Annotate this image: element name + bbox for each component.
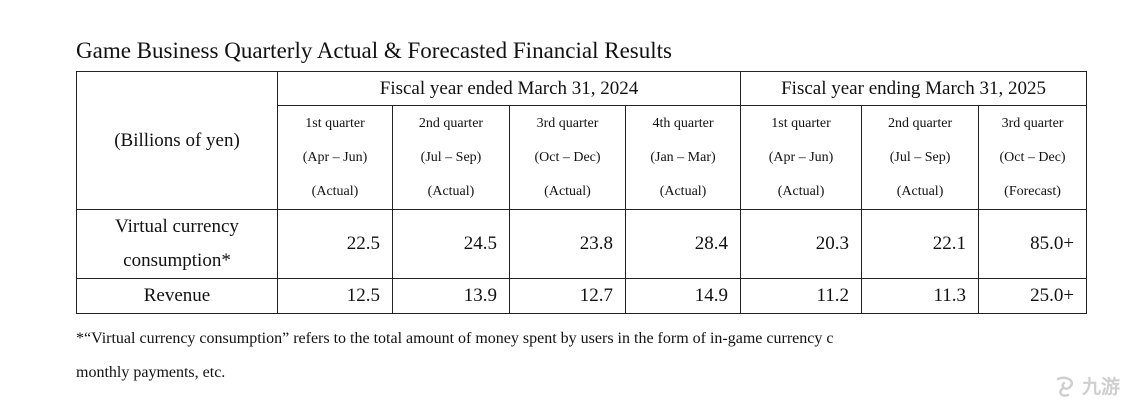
quarter-header: 2nd quarter (Jul – Sep) (Actual) xyxy=(861,105,980,210)
table-cell: 25.0+ xyxy=(978,278,1088,314)
watermark-logo: 九游 xyxy=(1052,372,1120,399)
table-cell: 28.4 xyxy=(624,209,742,279)
quarter-header: 3rd quarter (Oct – Dec) (Actual) xyxy=(509,105,626,210)
quarter-header: 3rd quarter (Oct – Dec) (Forecast) xyxy=(978,105,1088,210)
table-cell: 24.5 xyxy=(392,209,510,279)
table-cell: 23.8 xyxy=(509,209,626,279)
page-title: Game Business Quarterly Actual & Forecas… xyxy=(76,38,672,63)
quarter-header: 2nd quarter (Jul – Sep) (Actual) xyxy=(392,105,510,210)
table-cell: 11.2 xyxy=(740,278,863,314)
table-row: Revenue 12.5 13.9 12.7 14.9 11.2 11.3 25… xyxy=(76,278,1088,314)
table-cell: 14.9 xyxy=(624,278,742,314)
swirl-icon xyxy=(1056,375,1074,397)
table-row: Virtual currency consumption* 22.5 24.5 2… xyxy=(76,209,1088,279)
footnote-line: *“Virtual currency consumption” refers t… xyxy=(76,330,834,347)
table-cell: 12.7 xyxy=(509,278,626,314)
table-cell: 20.3 xyxy=(740,209,863,279)
units-label: (Billions of yen) xyxy=(76,71,278,210)
footnote: *“Virtual currency consumption” refers t… xyxy=(76,322,833,390)
table-cell: 22.5 xyxy=(277,209,393,279)
table-cell: 11.3 xyxy=(861,278,980,314)
row-label-revenue: Revenue xyxy=(76,278,278,314)
financial-results-table: (Billions of yen) Fiscal year ended Marc… xyxy=(76,71,1088,314)
table-cell: 22.1 xyxy=(861,209,980,279)
fiscal-year-2024-header: Fiscal year ended March 31, 2024 xyxy=(276,71,742,106)
table-cell: 85.0+ xyxy=(978,209,1088,279)
fiscal-year-2025-header: Fiscal year ending March 31, 2025 xyxy=(740,71,1088,106)
row-label-virtual-currency: Virtual currency consumption* xyxy=(76,209,278,279)
watermark-text: 九游 xyxy=(1082,376,1121,398)
fiscal-year-header-row: (Billions of yen) Fiscal year ended Marc… xyxy=(76,71,1088,210)
quarter-header-row: 1st quarter (Apr – Jun) (Actual) 2nd quart… xyxy=(77,105,1088,210)
table-cell: 12.5 xyxy=(277,278,393,314)
table-cell: 13.9 xyxy=(392,278,510,314)
watermark-fade-overlay xyxy=(935,316,1136,356)
quarter-header: 1st quarter (Apr – Jun) (Actual) xyxy=(277,105,393,210)
quarter-header: 4th quarter (Jan – Mar) (Actual) xyxy=(624,105,742,210)
footnote-line: monthly payments, etc. xyxy=(76,364,226,381)
quarter-header: 1st quarter (Apr – Jun) (Actual) xyxy=(740,105,863,210)
